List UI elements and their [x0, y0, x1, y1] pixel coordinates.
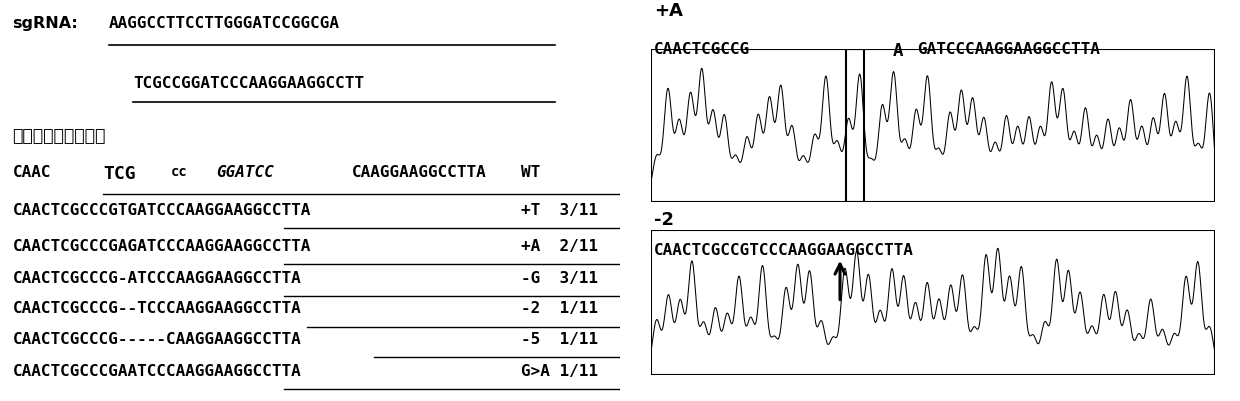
Text: GGATCC: GGATCC: [216, 164, 274, 179]
Text: CAACTCGCCG: CAACTCGCCG: [655, 42, 750, 57]
Text: G>A 1/11: G>A 1/11: [521, 363, 598, 378]
Text: WT: WT: [521, 164, 541, 179]
Text: sgRNA:: sgRNA:: [12, 16, 78, 31]
Text: CAACTCGCCCGTGATCCCAAGGAAGGCCTTA: CAACTCGCCCGTGATCCCAAGGAAGGCCTTA: [12, 203, 311, 217]
Text: cc: cc: [171, 164, 187, 178]
Text: CAACTCGCCCG--TCCCAAGGAAGGCCTTA: CAACTCGCCCG--TCCCAAGGAAGGCCTTA: [12, 301, 301, 316]
Text: CAACTCGCCCG-----CAAGGAAGGCCTTA: CAACTCGCCCG-----CAAGGAAGGCCTTA: [12, 331, 301, 346]
Text: -2: -2: [655, 211, 675, 229]
Text: TCG: TCG: [103, 164, 135, 182]
Text: 突变类型及其比例：: 突变类型及其比例：: [12, 126, 105, 144]
Text: +T  3/11: +T 3/11: [521, 203, 598, 217]
Text: CAACTCGCCCG-ATCCCAAGGAAGGCCTTA: CAACTCGCCCG-ATCCCAAGGAAGGCCTTA: [12, 271, 301, 286]
Text: A: A: [893, 42, 903, 60]
Text: CAACTCGCCCGAGATCCCAAGGAAGGCCTTA: CAACTCGCCCGAGATCCCAAGGAAGGCCTTA: [12, 239, 311, 253]
Text: CAACTCGCCCGAATCCCAAGGAAGGCCTTA: CAACTCGCCCGAATCCCAAGGAAGGCCTTA: [12, 363, 301, 378]
Text: -G  3/11: -G 3/11: [521, 271, 598, 286]
Text: CAAGGAAGGCCTTA: CAAGGAAGGCCTTA: [352, 164, 486, 179]
Text: +A: +A: [655, 2, 683, 20]
Text: AAGGCCTTCCTTGGGATCCGGCGA: AAGGCCTTCCTTGGGATCCGGCGA: [109, 16, 340, 31]
Text: -2  1/11: -2 1/11: [521, 301, 598, 316]
Bar: [846, 50, 864, 203]
Text: -5  1/11: -5 1/11: [521, 331, 598, 346]
Text: TCGCCGGATCCCAAGGAAGGCCTT: TCGCCGGATCCCAAGGAAGGCCTT: [134, 76, 365, 91]
Text: GATCCCAAGGAAGGCCTTA: GATCCCAAGGAAGGCCTTA: [916, 42, 1100, 57]
Text: +A  2/11: +A 2/11: [521, 239, 598, 253]
Text: CAAC: CAAC: [12, 164, 51, 179]
Text: CAACTCGCCGTCCCAAGGAAGGCCTTA: CAACTCGCCGTCCCAAGGAAGGCCTTA: [655, 243, 914, 257]
